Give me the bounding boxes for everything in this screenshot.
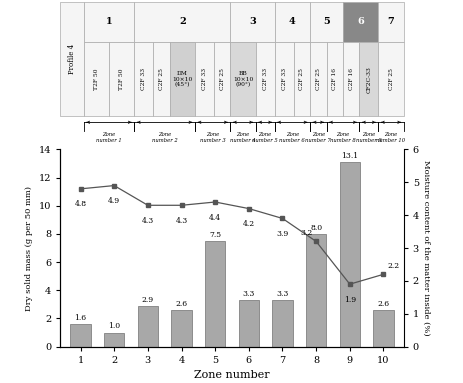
Text: 2.2: 2.2 [387,262,399,270]
Text: 6: 6 [357,18,363,26]
Text: DM
10×10
(45°): DM 10×10 (45°) [172,71,192,87]
Text: 2.6: 2.6 [175,300,187,308]
Text: 1.9: 1.9 [343,296,355,304]
Bar [377,42,403,116]
Bar [230,42,255,116]
Bar [339,162,359,347]
Text: 4.2: 4.2 [242,220,254,228]
Bar [342,42,359,116]
Bar [377,2,403,42]
Text: C2F 33: C2F 33 [141,68,146,90]
Bar [171,310,191,347]
Text: Zone
number 9: Zone number 9 [355,132,381,142]
Bar [60,2,83,116]
Y-axis label: Moisture content of the matter inside (%): Moisture content of the matter inside (%… [421,160,429,336]
Bar [373,310,393,347]
Text: 8.0: 8.0 [309,224,321,232]
Text: 4.4: 4.4 [209,213,221,221]
Text: Zone
number 5: Zone number 5 [252,132,277,142]
Text: T2F 50: T2F 50 [94,69,99,90]
Bar [272,300,292,347]
Text: C2F 33: C2F 33 [201,68,206,90]
Bar [153,42,169,116]
Text: Zone
number 8: Zone number 8 [329,132,355,142]
Bar [230,2,274,42]
Text: 5: 5 [322,18,329,26]
Text: T2F 50: T2F 50 [119,69,124,90]
Text: Zone
number 6: Zone number 6 [279,132,305,142]
Text: 2: 2 [179,18,185,26]
Text: C2F 16: C2F 16 [348,68,353,90]
Text: 2.6: 2.6 [376,300,389,308]
Bar [293,42,309,116]
Text: Profile 4: Profile 4 [68,44,76,74]
Text: 13.1: 13.1 [340,152,357,160]
Text: 3.3: 3.3 [275,290,288,298]
Text: 4.3: 4.3 [175,217,187,225]
Bar [83,42,109,116]
Text: C2F 33: C2F 33 [262,68,267,90]
Text: C2F 25: C2F 25 [159,68,163,90]
X-axis label: Zone number: Zone number [194,370,269,380]
Bar [274,2,309,42]
Text: 4: 4 [288,18,295,26]
Bar [83,2,134,42]
Bar [109,42,134,116]
Text: C2F 25: C2F 25 [315,68,320,90]
Text: 4.9: 4.9 [108,197,120,205]
Text: BB
10×10
(90°): BB 10×10 (90°) [232,71,253,87]
Bar [238,300,258,347]
Bar [255,42,274,116]
Text: 7.5: 7.5 [209,231,221,239]
Bar [205,241,225,347]
Text: 3.9: 3.9 [276,230,288,238]
Text: C2F 25: C2F 25 [299,68,304,90]
Bar [342,2,377,42]
Bar [213,42,230,116]
Bar [138,306,157,347]
Text: 4.8: 4.8 [74,200,87,208]
Bar [326,42,342,116]
Text: Zone
number 4: Zone number 4 [230,132,256,142]
Text: 7: 7 [387,18,394,26]
Text: Zone
number 1: Zone number 1 [96,132,122,142]
Bar [134,42,153,116]
Y-axis label: Dry solid mass (g per 50 mm): Dry solid mass (g per 50 mm) [25,185,33,311]
Bar [104,332,124,347]
Text: CF2C-33: CF2C-33 [366,65,370,93]
Text: C2F 16: C2F 16 [332,68,337,90]
Text: C2F 25: C2F 25 [388,68,393,90]
Text: 2.9: 2.9 [142,296,154,304]
Text: Zone
number 3: Zone number 3 [200,132,225,142]
Bar [306,234,325,347]
Text: C2F 33: C2F 33 [281,68,286,90]
Bar [169,42,194,116]
Text: 3.2: 3.2 [299,229,312,237]
Text: 3.3: 3.3 [242,290,255,298]
Text: 3: 3 [249,18,256,26]
Bar [359,42,377,116]
Text: Zone
number 2: Zone number 2 [151,132,177,142]
Bar [309,2,342,42]
Bar [134,2,230,42]
Text: 1.0: 1.0 [108,322,120,331]
Text: 4.3: 4.3 [141,217,154,225]
Text: 1: 1 [106,18,112,26]
Bar [194,42,213,116]
Text: 1.6: 1.6 [74,314,87,322]
Text: Zone
number 10: Zone number 10 [375,132,405,142]
Text: Zone
number 7: Zone number 7 [305,132,331,142]
Bar [274,42,293,116]
Text: C2F 25: C2F 25 [219,68,224,90]
Bar [309,42,326,116]
Bar [70,324,90,347]
